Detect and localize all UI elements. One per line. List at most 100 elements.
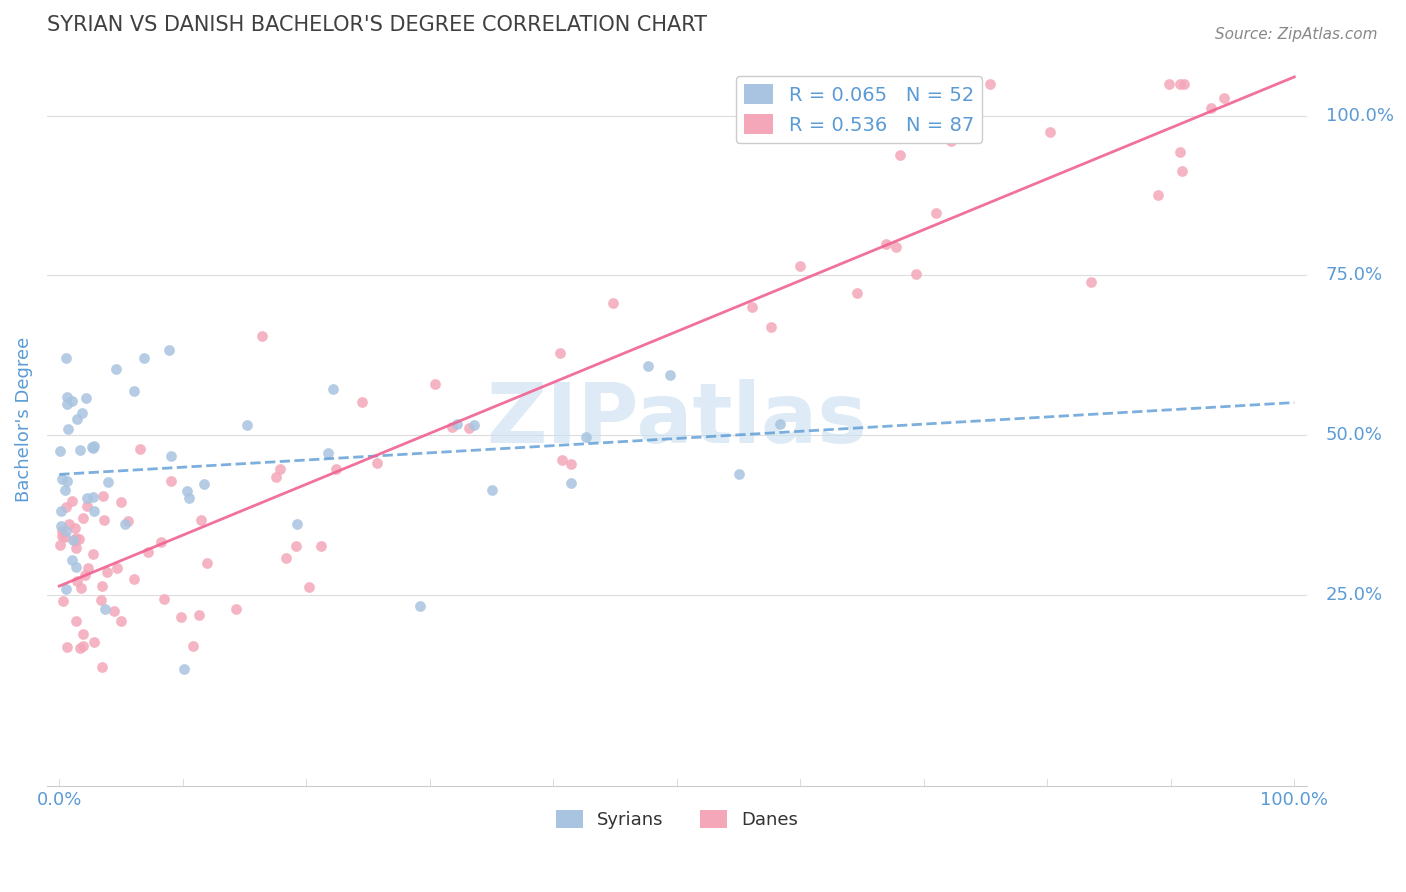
Point bbox=[176, 484, 198, 499]
Point bbox=[56, 422, 79, 436]
Point bbox=[55, 524, 77, 538]
Point bbox=[83, 634, 105, 648]
Point bbox=[560, 458, 582, 472]
Point bbox=[316, 446, 339, 460]
Point bbox=[114, 517, 136, 532]
Point bbox=[575, 430, 598, 444]
Point bbox=[886, 240, 908, 254]
Point bbox=[49, 518, 72, 533]
Point bbox=[269, 462, 291, 476]
Point bbox=[1213, 91, 1236, 105]
Point bbox=[285, 516, 308, 531]
Point bbox=[76, 499, 98, 513]
Point bbox=[875, 237, 897, 252]
Point bbox=[55, 397, 77, 411]
Point bbox=[481, 483, 503, 497]
Point bbox=[190, 513, 212, 527]
Point bbox=[463, 418, 485, 433]
Point bbox=[284, 540, 307, 554]
Point bbox=[55, 390, 77, 404]
Text: 50.0%: 50.0% bbox=[1326, 426, 1382, 444]
Point bbox=[1080, 275, 1102, 289]
Point bbox=[134, 351, 156, 365]
Point bbox=[72, 627, 94, 641]
Y-axis label: Bachelor's Degree: Bachelor's Degree bbox=[15, 336, 32, 502]
Text: Source: ZipAtlas.com: Source: ZipAtlas.com bbox=[1215, 27, 1378, 42]
Point bbox=[62, 533, 84, 547]
Point bbox=[82, 440, 104, 454]
Point bbox=[60, 494, 83, 508]
Point bbox=[264, 470, 287, 484]
Point bbox=[1173, 77, 1195, 91]
Point bbox=[90, 660, 112, 674]
Point bbox=[51, 524, 73, 539]
Point bbox=[93, 513, 115, 527]
Point bbox=[82, 441, 104, 455]
Point bbox=[322, 382, 344, 396]
Point bbox=[423, 376, 446, 391]
Point bbox=[446, 417, 468, 432]
Point bbox=[55, 351, 77, 365]
Point bbox=[905, 268, 928, 282]
Point bbox=[49, 444, 72, 458]
Point bbox=[366, 456, 388, 470]
Point bbox=[82, 490, 104, 504]
Point bbox=[96, 565, 118, 579]
Point bbox=[551, 453, 574, 467]
Point bbox=[69, 640, 91, 655]
Point bbox=[93, 489, 115, 503]
Point bbox=[276, 551, 298, 566]
Point bbox=[939, 134, 962, 148]
Point bbox=[122, 572, 145, 586]
Point bbox=[83, 439, 105, 453]
Text: 75.0%: 75.0% bbox=[1326, 267, 1382, 285]
Point bbox=[65, 614, 87, 628]
Point bbox=[60, 393, 83, 408]
Point bbox=[136, 545, 159, 559]
Point bbox=[845, 286, 868, 301]
Point bbox=[250, 329, 273, 343]
Point bbox=[65, 411, 87, 425]
Point bbox=[188, 607, 211, 622]
Point bbox=[602, 295, 624, 310]
Point bbox=[53, 530, 76, 544]
Point bbox=[727, 467, 749, 481]
Point bbox=[225, 602, 247, 616]
Point bbox=[1170, 163, 1192, 178]
Point bbox=[76, 491, 98, 506]
Point bbox=[325, 462, 347, 476]
Point bbox=[51, 472, 73, 486]
Point bbox=[83, 504, 105, 518]
Point bbox=[235, 418, 257, 433]
Text: ZIPatlas: ZIPatlas bbox=[486, 379, 868, 459]
Point bbox=[73, 568, 96, 582]
Point bbox=[1147, 187, 1170, 202]
Legend: Syrians, Danes: Syrians, Danes bbox=[548, 803, 806, 836]
Point bbox=[70, 406, 93, 420]
Point bbox=[65, 560, 87, 574]
Point bbox=[979, 77, 1001, 91]
Point bbox=[70, 581, 93, 595]
Point bbox=[149, 534, 172, 549]
Point bbox=[659, 368, 682, 383]
Point bbox=[69, 442, 91, 457]
Point bbox=[66, 574, 89, 589]
Point bbox=[311, 539, 333, 553]
Point bbox=[458, 420, 481, 434]
Point bbox=[82, 547, 104, 561]
Point bbox=[76, 561, 98, 575]
Point bbox=[195, 556, 218, 570]
Point bbox=[153, 592, 176, 607]
Point bbox=[177, 491, 200, 505]
Point bbox=[110, 494, 132, 508]
Point bbox=[48, 539, 70, 553]
Point bbox=[1199, 101, 1222, 115]
Point bbox=[91, 579, 114, 593]
Point bbox=[53, 483, 76, 498]
Point bbox=[173, 662, 195, 676]
Point bbox=[65, 531, 87, 545]
Text: 25.0%: 25.0% bbox=[1326, 586, 1382, 604]
Point bbox=[889, 148, 911, 162]
Point bbox=[122, 384, 145, 398]
Point bbox=[55, 500, 77, 515]
